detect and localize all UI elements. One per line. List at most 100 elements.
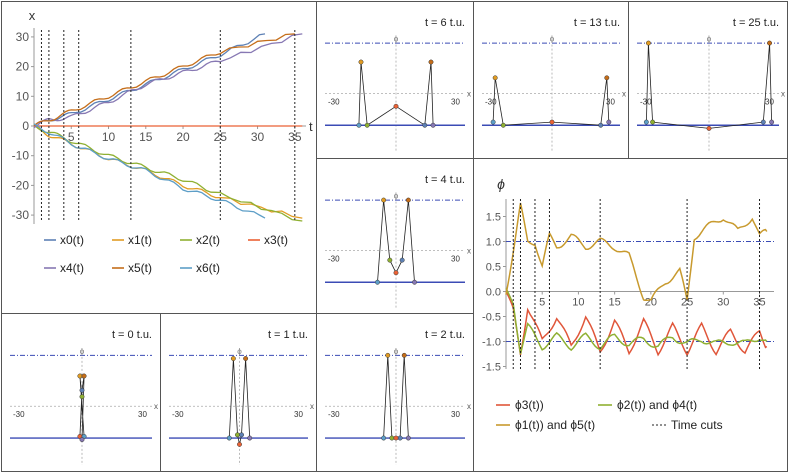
x-tick-label: 15 (609, 297, 621, 309)
y-tick-label: -0.5 (482, 312, 501, 324)
particle-point (237, 441, 242, 447)
particle-point (381, 197, 387, 203)
particle-point (650, 119, 656, 125)
particle-point (706, 125, 712, 131)
trajectory-legend: x0(t) x1(t) x2(t) x3(t) x4(t) x5(t) x6(t) (44, 233, 288, 275)
snapshot-chart-t4: ϕ -30 30 x t = 4 t.u. (325, 174, 471, 309)
snapshot-chart-t6: ϕ -30 30 x t = 6 t.u. (325, 17, 471, 152)
time-label: t = 1 t.u. (268, 329, 308, 341)
phi-legend: ϕ3(t)) ϕ2(t)) and ϕ4(t) ϕ1(t)) and ϕ5(t) Ti… (496, 398, 723, 432)
particle-point (247, 435, 253, 441)
phi-axis-label: ϕ (237, 347, 242, 356)
trajectory-panel: x t 30 20 10 0 -10 -20 -30 5 10 15 20 25 30 35 x0(t) x1(t… (1, 1, 317, 314)
snapshot-panel-t1: ϕ -30 30 x t = 1 t.u. (160, 313, 317, 472)
snapshot-chart-t1: ϕ -30 30 x t = 1 t.u. (169, 329, 314, 465)
particle-point (393, 435, 399, 441)
y-tick-label: -10 (12, 149, 30, 163)
x-max-label: 30 (606, 98, 615, 107)
y-axis-label: ϕ (497, 176, 505, 192)
particle-point (79, 394, 85, 400)
particle-point (490, 119, 496, 125)
particle-point (767, 40, 773, 46)
x-min-label: -30 (328, 255, 340, 264)
series-line-x4 (33, 33, 303, 129)
phi-axis-label: ϕ (550, 35, 555, 44)
particle-point (405, 435, 411, 441)
snapshot-chart-t2: ϕ -30 30 x t = 2 t.u. (325, 329, 471, 465)
series-line-phi3 (505, 291, 768, 357)
particle-point (604, 75, 610, 81)
particle-point (606, 119, 612, 125)
y-tick-label: -1.0 (482, 337, 501, 349)
series-line-phi1-phi5 (505, 202, 768, 302)
y-tick-label: 1.5 (486, 212, 501, 224)
particle-point (598, 122, 604, 128)
y-tick-label: 0 (22, 119, 29, 133)
phi-chart: ϕ1.51.00.50.0-0.5-1.0-1.55 10 15 20 25 30 35ϕ3… (482, 176, 774, 432)
x-tick-label: 5 (539, 297, 545, 309)
phi-axis-label: ϕ (394, 347, 399, 356)
particle-point (79, 437, 85, 443)
x-axis-label: x (781, 90, 785, 99)
time-label: t = 13 t.u. (574, 17, 620, 29)
legend-label-phi15: ϕ1(t)) and ϕ5(t) (515, 418, 595, 432)
x-tick-label: 35 (753, 297, 765, 309)
time-label: t = 25 t.u. (733, 17, 779, 29)
snapshot-panel-t0: ϕ -30 30 x t = 0 t.u. (1, 313, 161, 472)
particle-point (643, 119, 649, 125)
x-tick-label: 25 (681, 297, 693, 309)
legend-label-phi3: ϕ3(t)) (515, 398, 544, 412)
particle-point (243, 356, 249, 361)
phi-axis-label: ϕ (394, 35, 399, 44)
particle-point (387, 257, 393, 263)
particle-point (79, 387, 85, 393)
particle-point (358, 59, 364, 65)
x-min-label: -30 (328, 410, 340, 419)
snapshot-panel-t25: ϕ -30 30 x t = 25 t.u. (628, 1, 788, 159)
phi-axis-label: ϕ (707, 35, 712, 44)
particle-point (760, 119, 766, 125)
legend-label-x4: x4(t) (60, 261, 84, 275)
x-min-label: -30 (172, 410, 184, 419)
x-axis-label: x (467, 90, 471, 99)
particle-point (375, 279, 380, 285)
series-line-phi2-phi4 (505, 288, 768, 355)
x-min-label: -30 (328, 98, 340, 107)
legend-label-time-cuts: Time cuts (671, 418, 723, 432)
particle-point (645, 40, 651, 46)
x-max-label: 30 (294, 410, 303, 419)
particle-point (549, 119, 555, 125)
y-axis-label: x (29, 8, 36, 23)
particle-point (428, 59, 434, 65)
x-tick-label: 15 (139, 130, 153, 144)
x-tick-label: 30 (717, 297, 729, 309)
particle-point (235, 432, 240, 438)
legend-label-x5: x5(t) (128, 261, 152, 275)
x-min-label: -30 (640, 98, 652, 107)
y-tick-label: -1.5 (482, 362, 501, 374)
time-label: t = 0 t.u. (112, 329, 152, 341)
phi-panel: ϕ 1.5 1.0 0.5 0.0 -0.5 -1.0 -1.5 5 10 15 20 25 30 35 ϕ3… (473, 158, 788, 472)
y-tick-label: 30 (16, 30, 30, 44)
legend-label-phi24: ϕ2(t)) and ϕ4(t) (617, 398, 697, 412)
x-tick-label: 35 (288, 130, 302, 144)
x-axis-label: x (154, 402, 158, 411)
particle-point (81, 373, 87, 379)
particle-point (397, 435, 403, 441)
x-tick-label: 5 (68, 130, 75, 144)
y-tick-label: -20 (12, 178, 30, 192)
x-min-label: -30 (485, 98, 497, 107)
particle-point (239, 432, 244, 438)
phi-axis-label: ϕ (394, 192, 399, 201)
snapshot-chart-t0: ϕ -30 30 x t = 0 t.u. (10, 329, 158, 465)
particle-point (430, 122, 436, 128)
chain-line (492, 77, 610, 126)
x-axis-label: t (309, 119, 313, 134)
x-axis-label: x (310, 402, 314, 411)
y-tick-label: 10 (16, 89, 30, 103)
x-max-label: 30 (451, 98, 460, 107)
particle-point (385, 352, 391, 358)
y-tick-label: 1.0 (486, 237, 501, 249)
x-max-label: 30 (138, 410, 147, 419)
legend-label-x1: x1(t) (128, 233, 152, 247)
